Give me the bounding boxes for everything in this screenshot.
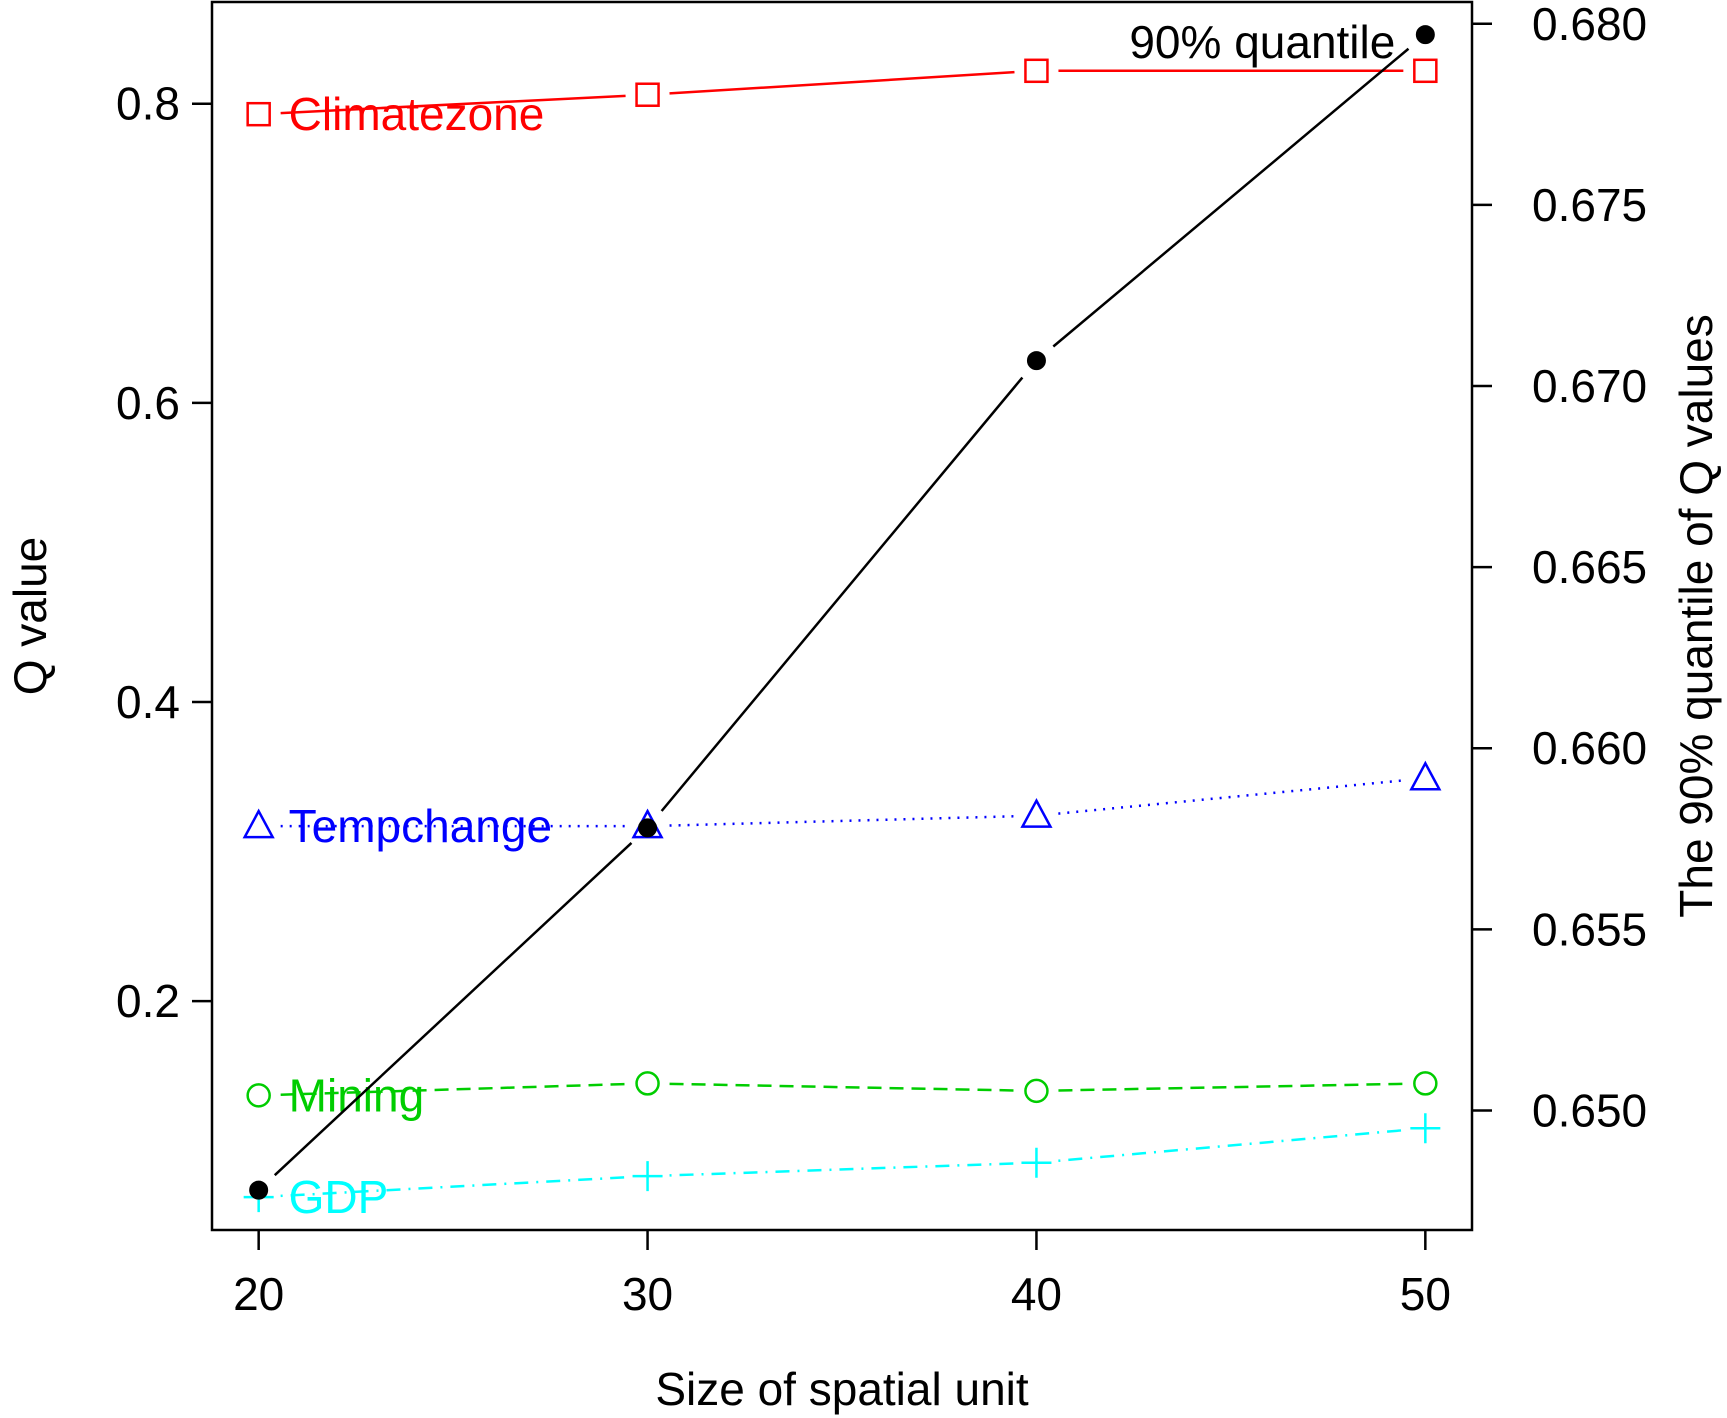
data-point: [1020, 798, 1053, 828]
series-line: [669, 1162, 1015, 1177]
data-point: [1410, 1113, 1441, 1144]
data-point: [242, 808, 275, 839]
series-layer: Climatezone Tempchange Mining GDP 90% quanti…: [242, 16, 1442, 1223]
series-line: [669, 1082, 1015, 1092]
y-tick-label: 0.6: [116, 377, 180, 429]
series-line: [280, 1176, 626, 1198]
series-line: [660, 376, 1024, 812]
data-point: [635, 1071, 660, 1096]
series-label: GDP: [289, 1171, 389, 1223]
series-mining: Mining: [246, 1069, 1438, 1121]
y-right-tick-label: 0.665: [1532, 541, 1647, 593]
series-gdp: GDP: [243, 1113, 1441, 1223]
x-tick-label: 40: [1011, 1268, 1062, 1320]
y-right-tick-label: 0.670: [1532, 360, 1647, 412]
data-point: [249, 1180, 269, 1200]
series-label: Climatezone: [289, 88, 545, 140]
series-line: [280, 1082, 626, 1096]
y-right-tick-label: 0.680: [1532, 0, 1647, 50]
y-axis-title: Q value: [4, 537, 56, 696]
axes: 20 30 40 50 0.2 0.4 0.6 0.8 0.650 0.655 0.660 0.665…: [116, 0, 1647, 1320]
y-tick-label: 0.4: [116, 676, 180, 728]
series-line: [1052, 47, 1410, 348]
series-90-quantile: 90% quantile: [249, 16, 1435, 1200]
y-right-tick-label: 0.675: [1532, 179, 1647, 231]
plot-frame: [210, 0, 1474, 1232]
series-label: 90% quantile: [1129, 16, 1395, 68]
series-climatezone: Climatezone: [246, 58, 1438, 140]
y-right-tick-label: 0.660: [1532, 722, 1647, 774]
data-point: [635, 82, 660, 107]
y-right-tick-label: 0.650: [1532, 1084, 1647, 1136]
data-point: [1413, 1071, 1438, 1096]
series-line: [669, 70, 1015, 95]
series-label: Tempchange: [289, 800, 552, 852]
data-point: [1415, 25, 1435, 45]
y-axis-right-title: The 90% quantile of Q values: [1670, 314, 1722, 917]
series-line: [280, 94, 626, 115]
data-point: [1409, 760, 1442, 791]
data-point: [1024, 58, 1049, 84]
series-line: [1058, 1128, 1404, 1162]
series-line: [1058, 1082, 1404, 1092]
data-point: [1021, 1147, 1052, 1178]
x-tick-label: 50: [1400, 1268, 1451, 1320]
data-point: [632, 1161, 663, 1192]
y-right-tick-label: 0.655: [1532, 903, 1647, 955]
series-tempchange: Tempchange: [242, 760, 1442, 852]
series-line: [1058, 779, 1404, 815]
series-label: Mining: [289, 1069, 425, 1121]
series-line: [669, 815, 1015, 827]
y-tick-label: 0.2: [116, 975, 180, 1027]
x-tick-label: 30: [622, 1268, 673, 1320]
series-line: [273, 841, 633, 1177]
data-point: [1024, 1078, 1049, 1104]
data-point: [1026, 351, 1046, 371]
y-tick-label: 0.8: [116, 78, 180, 130]
data-point: [246, 1083, 271, 1108]
x-axis-title: Size of spatial unit: [655, 1363, 1029, 1415]
x-tick-label: 20: [233, 1268, 284, 1320]
data-point: [1413, 58, 1438, 84]
data-point: [638, 818, 658, 838]
data-point: [246, 101, 271, 127]
